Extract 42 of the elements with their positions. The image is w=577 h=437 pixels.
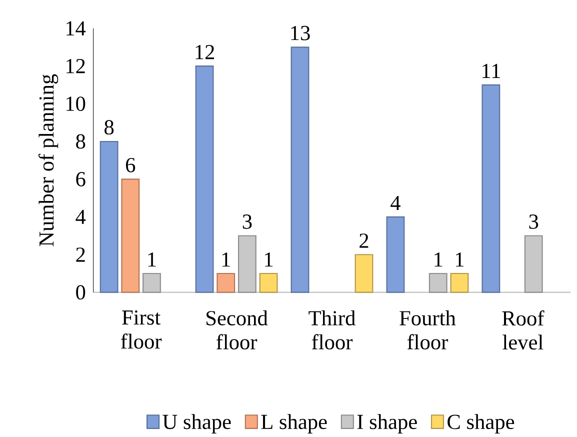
bar (121, 178, 140, 293)
y-tick-label: 6 (76, 172, 86, 186)
bar (354, 254, 374, 293)
y-tick-label: 4 (76, 210, 86, 224)
bar (482, 84, 500, 293)
bar (290, 46, 310, 293)
data-label: 13 (291, 26, 310, 40)
y-tick-label: 14 (66, 21, 86, 36)
x-tick-label: Fourth floor (400, 310, 456, 350)
bar (100, 140, 118, 293)
bar (450, 272, 469, 293)
data-label: 8 (104, 120, 114, 134)
legend-label: L shape (261, 414, 327, 434)
y-tick-label: 12 (66, 58, 85, 73)
bar (195, 65, 214, 293)
y-tick-label: 10 (66, 96, 86, 111)
data-label: 1 (148, 252, 156, 266)
bar (216, 272, 236, 293)
x-tick-label: Second floor (206, 310, 268, 350)
data-label: 2 (360, 233, 368, 248)
data-label: 3 (529, 214, 538, 229)
data-label: 6 (126, 158, 136, 172)
bar (386, 216, 405, 293)
data-label: 3 (242, 214, 252, 229)
data-label: 1 (265, 252, 273, 266)
y-tick-label: 0 (76, 284, 86, 300)
x-tick-label: Roof level (502, 310, 544, 350)
x-tick-label: First floor (120, 310, 162, 348)
legend-label: U shape (162, 414, 231, 434)
data-label: 1 (434, 252, 442, 266)
data-label: 12 (196, 44, 214, 59)
y-tick-label: 2 (76, 247, 85, 262)
legend-label: C shape (448, 414, 514, 434)
bar (259, 272, 278, 293)
y-axis-title: Number of planning (38, 74, 58, 246)
legend-label: I shape (357, 414, 417, 434)
data-label: 11 (482, 64, 500, 78)
data-label: 1 (222, 252, 230, 266)
x-tick-label: Third floor (308, 310, 356, 350)
y-tick-label: 8 (76, 134, 86, 148)
data-label: 1 (456, 252, 464, 266)
data-label: 4 (390, 196, 400, 210)
